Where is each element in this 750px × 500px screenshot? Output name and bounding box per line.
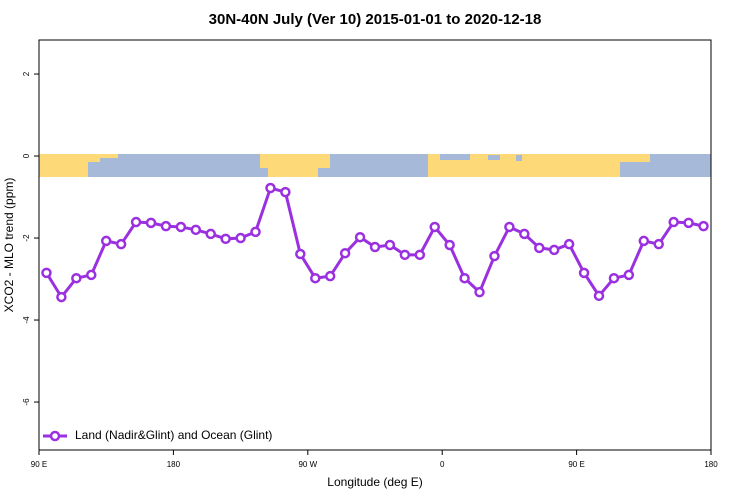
data-point bbox=[578, 267, 590, 279]
x-tick-label: 0 bbox=[440, 460, 445, 469]
legend-label: Land (Nadir&Glint) and Ocean (Glint) bbox=[75, 428, 272, 442]
data-point bbox=[384, 239, 396, 251]
y-tick-label: -6 bbox=[22, 398, 31, 406]
x-tick-label: 180 bbox=[704, 460, 718, 469]
data-point bbox=[160, 220, 172, 232]
data-point bbox=[653, 238, 664, 250]
data-point bbox=[414, 249, 426, 261]
y-tick-label: -2 bbox=[22, 234, 31, 242]
data-point bbox=[130, 216, 142, 228]
chart-title: 30N-40N July (Ver 10) 2015-01-01 to 2020… bbox=[209, 11, 542, 28]
data-point bbox=[265, 182, 276, 194]
map-strip bbox=[39, 154, 711, 177]
y-tick-label: -4 bbox=[22, 316, 31, 324]
data-point bbox=[504, 221, 515, 233]
data-point bbox=[519, 228, 530, 240]
data-point bbox=[698, 220, 709, 232]
plot-frame bbox=[38, 39, 712, 451]
data-point bbox=[205, 228, 216, 240]
data-point bbox=[235, 232, 246, 244]
data-point bbox=[429, 221, 440, 233]
data-point bbox=[459, 272, 470, 284]
x-tick-label: 180 bbox=[167, 460, 181, 469]
x-axis-label: Longitude (deg E) bbox=[327, 475, 422, 489]
data-point bbox=[115, 238, 127, 250]
data-point bbox=[638, 235, 650, 247]
data-point bbox=[474, 286, 485, 298]
data-point bbox=[86, 269, 97, 281]
y-axis-label: XCO2 - MLO trend (ppm) bbox=[2, 178, 16, 313]
data-point bbox=[41, 267, 52, 279]
data-point bbox=[489, 250, 500, 262]
x-tick-label: 90 W bbox=[298, 460, 317, 469]
data-point bbox=[310, 272, 321, 284]
data-point bbox=[399, 249, 411, 261]
data-point bbox=[563, 238, 575, 250]
data-point bbox=[190, 224, 202, 236]
data-point bbox=[71, 272, 82, 284]
data-point bbox=[295, 248, 306, 260]
data-point bbox=[548, 244, 560, 256]
data-point bbox=[100, 235, 112, 247]
data-point bbox=[250, 226, 261, 238]
x-tick-label: 90 E bbox=[31, 460, 47, 469]
data-point bbox=[668, 216, 679, 228]
data-point bbox=[369, 241, 381, 253]
data-point bbox=[683, 217, 694, 229]
data-point bbox=[534, 242, 545, 254]
x-tick-label: 90 E bbox=[568, 460, 584, 469]
data-point bbox=[623, 269, 635, 281]
data-point bbox=[145, 217, 157, 229]
data-point bbox=[220, 233, 231, 245]
data-point bbox=[175, 221, 187, 233]
legend-marker bbox=[49, 430, 61, 442]
y-tick-label: 0 bbox=[22, 153, 31, 158]
data-point bbox=[608, 272, 620, 284]
data-point bbox=[56, 291, 67, 303]
y-tick-label: 2 bbox=[22, 71, 31, 76]
data-point bbox=[593, 290, 605, 302]
data-point bbox=[444, 239, 455, 251]
data-point bbox=[339, 247, 351, 259]
data-point bbox=[354, 231, 366, 243]
data-point bbox=[280, 186, 291, 198]
data-point bbox=[324, 270, 336, 282]
